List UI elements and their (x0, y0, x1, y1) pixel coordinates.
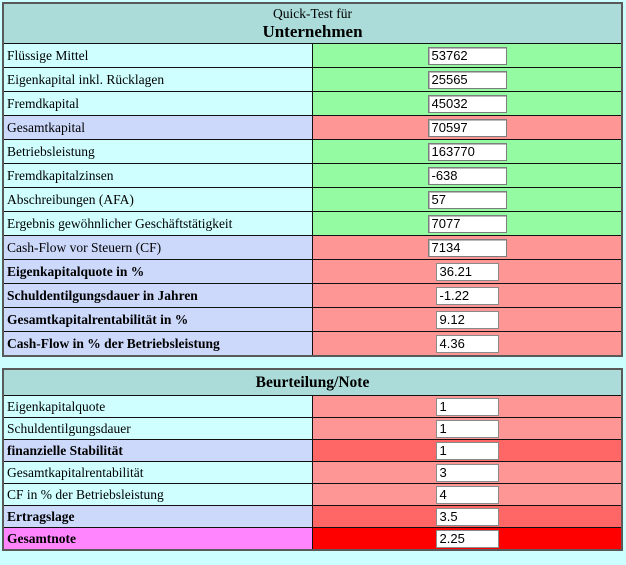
table-row-ergebnis: Ergebnis gewöhnlicher Geschäftstätigkeit (2, 211, 623, 236)
row-value-cell: 2.25 (312, 527, 623, 551)
row-label: Ertragslage (2, 505, 313, 528)
row-label: Schuldentilgungsdauer (2, 417, 313, 440)
row-label: Eigenkapital inkl. Rücklagen (2, 67, 313, 92)
table-row-fluessige-mittel: Flüssige Mittel (2, 43, 623, 68)
row-value-cell: 3.5 (312, 505, 623, 528)
value-output: 2.25 (435, 529, 499, 548)
value-output: 1 (435, 397, 499, 416)
value-input[interactable] (427, 94, 507, 113)
value-input[interactable] (427, 46, 507, 65)
value-input[interactable] (427, 166, 507, 185)
row-label: Cash-Flow in % der Betriebsleistung (2, 331, 313, 357)
row-value-cell: 1 (312, 395, 623, 418)
row-label: Abschreibungen (AFA) (2, 187, 313, 212)
row-label: Gesamtkapitalrentabilität in % (2, 307, 313, 332)
row-label: Ergebnis gewöhnlicher Geschäftstätigkeit (2, 211, 313, 236)
rating-row-finanzielle-stabilitaet: finanzielle Stabilität 1 (2, 439, 623, 462)
quick-test-title-line1: Quick-Test für (273, 6, 352, 21)
table-row-eigenkapitalquote: Eigenkapitalquote in % 36.21 (2, 259, 623, 284)
row-value-cell: 1 (312, 439, 623, 462)
quick-test-table: Quick-Test für Unternehmen Flüssige Mitt… (2, 2, 623, 357)
row-label: Cash-Flow vor Steuern (CF) (2, 235, 313, 260)
row-value-cell (312, 211, 623, 236)
table-row-abschreibungen: Abschreibungen (AFA) (2, 187, 623, 212)
rating-row-ertragslage: Ertragslage 3.5 (2, 505, 623, 528)
rating-row-schuldentilgungsdauer: Schuldentilgungsdauer 1 (2, 417, 623, 440)
row-label: Fremdkapitalzinsen (2, 163, 313, 188)
row-label: Eigenkapitalquote in % (2, 259, 313, 284)
rating-row-cf-prozent: CF in % der Betriebsleistung 4 (2, 483, 623, 506)
row-value-cell (312, 115, 623, 140)
row-label: finanzielle Stabilität (2, 439, 313, 462)
value-input[interactable] (427, 190, 507, 209)
row-value-cell (312, 139, 623, 164)
rating-title: Beurteilung/Note (255, 373, 370, 391)
row-value-cell: 4.36 (312, 331, 623, 357)
value-input[interactable] (427, 118, 507, 137)
row-value-cell: 36.21 (312, 259, 623, 284)
table-row-schuldentilgungsdauer: Schuldentilgungsdauer in Jahren -1.22 (2, 283, 623, 308)
value-output: 4.36 (435, 334, 499, 353)
rating-header-cell: Beurteilung/Note (2, 368, 623, 396)
value-input[interactable] (427, 214, 507, 233)
row-value-cell (312, 163, 623, 188)
row-value-cell: 3 (312, 461, 623, 484)
value-input[interactable] (427, 70, 507, 89)
rating-row-eigenkapitalquote: Eigenkapitalquote 1 (2, 395, 623, 418)
value-output: 1 (435, 441, 499, 460)
table-row-gesamtkapitalrentabilitaet: Gesamtkapitalrentabilität in % 9.12 (2, 307, 623, 332)
table-row-cashflow-prozent: Cash-Flow in % der Betriebsleistung 4.36 (2, 331, 623, 357)
row-value-cell (312, 91, 623, 116)
quick-test-header-cell: Quick-Test für Unternehmen (2, 2, 623, 44)
rating-table: Beurteilung/Note Eigenkapitalquote 1 Sch… (2, 368, 623, 551)
row-value-cell (312, 187, 623, 212)
rating-row-gesamtnote: Gesamtnote 2.25 (2, 527, 623, 551)
row-value-cell: -1.22 (312, 283, 623, 308)
value-output: 1 (435, 419, 499, 438)
value-output: 3 (435, 463, 499, 482)
table-row-betriebsleistung: Betriebsleistung (2, 139, 623, 164)
table-row-gesamtkapital: Gesamtkapital (2, 115, 623, 140)
row-value-cell (312, 235, 623, 260)
row-label: Gesamtkapital (2, 115, 313, 140)
row-value-cell: 4 (312, 483, 623, 506)
row-value-cell (312, 43, 623, 68)
row-label: Fremdkapital (2, 91, 313, 116)
row-value-cell: 1 (312, 417, 623, 440)
quick-test-title-line2: Unternehmen (262, 22, 363, 41)
value-output: 4 (435, 485, 499, 504)
table-row-fremdkapital: Fremdkapital (2, 91, 623, 116)
value-output: -1.22 (435, 286, 499, 305)
rating-header-row: Beurteilung/Note (2, 368, 623, 396)
row-label: Eigenkapitalquote (2, 395, 313, 418)
table-spacer (2, 357, 624, 368)
table-row-eigenkapital: Eigenkapital inkl. Rücklagen (2, 67, 623, 92)
value-output: 3.5 (435, 507, 499, 526)
value-output: 9.12 (435, 310, 499, 329)
rating-row-gesamtkapitalrentabilitaet: Gesamtkapitalrentabilität 3 (2, 461, 623, 484)
row-label: Betriebsleistung (2, 139, 313, 164)
row-label: Gesamtnote (2, 527, 313, 551)
row-label: CF in % der Betriebsleistung (2, 483, 313, 506)
row-label: Schuldentilgungsdauer in Jahren (2, 283, 313, 308)
value-input[interactable] (427, 142, 507, 161)
table-row-fremdkapitalzinsen: Fremdkapitalzinsen (2, 163, 623, 188)
value-input[interactable] (427, 238, 507, 257)
quick-test-header-row: Quick-Test für Unternehmen (2, 2, 623, 44)
row-value-cell: 9.12 (312, 307, 623, 332)
row-label: Gesamtkapitalrentabilität (2, 461, 313, 484)
row-label: Flüssige Mittel (2, 43, 313, 68)
row-value-cell (312, 67, 623, 92)
table-row-cashflow-vor-steuern: Cash-Flow vor Steuern (CF) (2, 235, 623, 260)
value-output: 36.21 (435, 262, 499, 281)
